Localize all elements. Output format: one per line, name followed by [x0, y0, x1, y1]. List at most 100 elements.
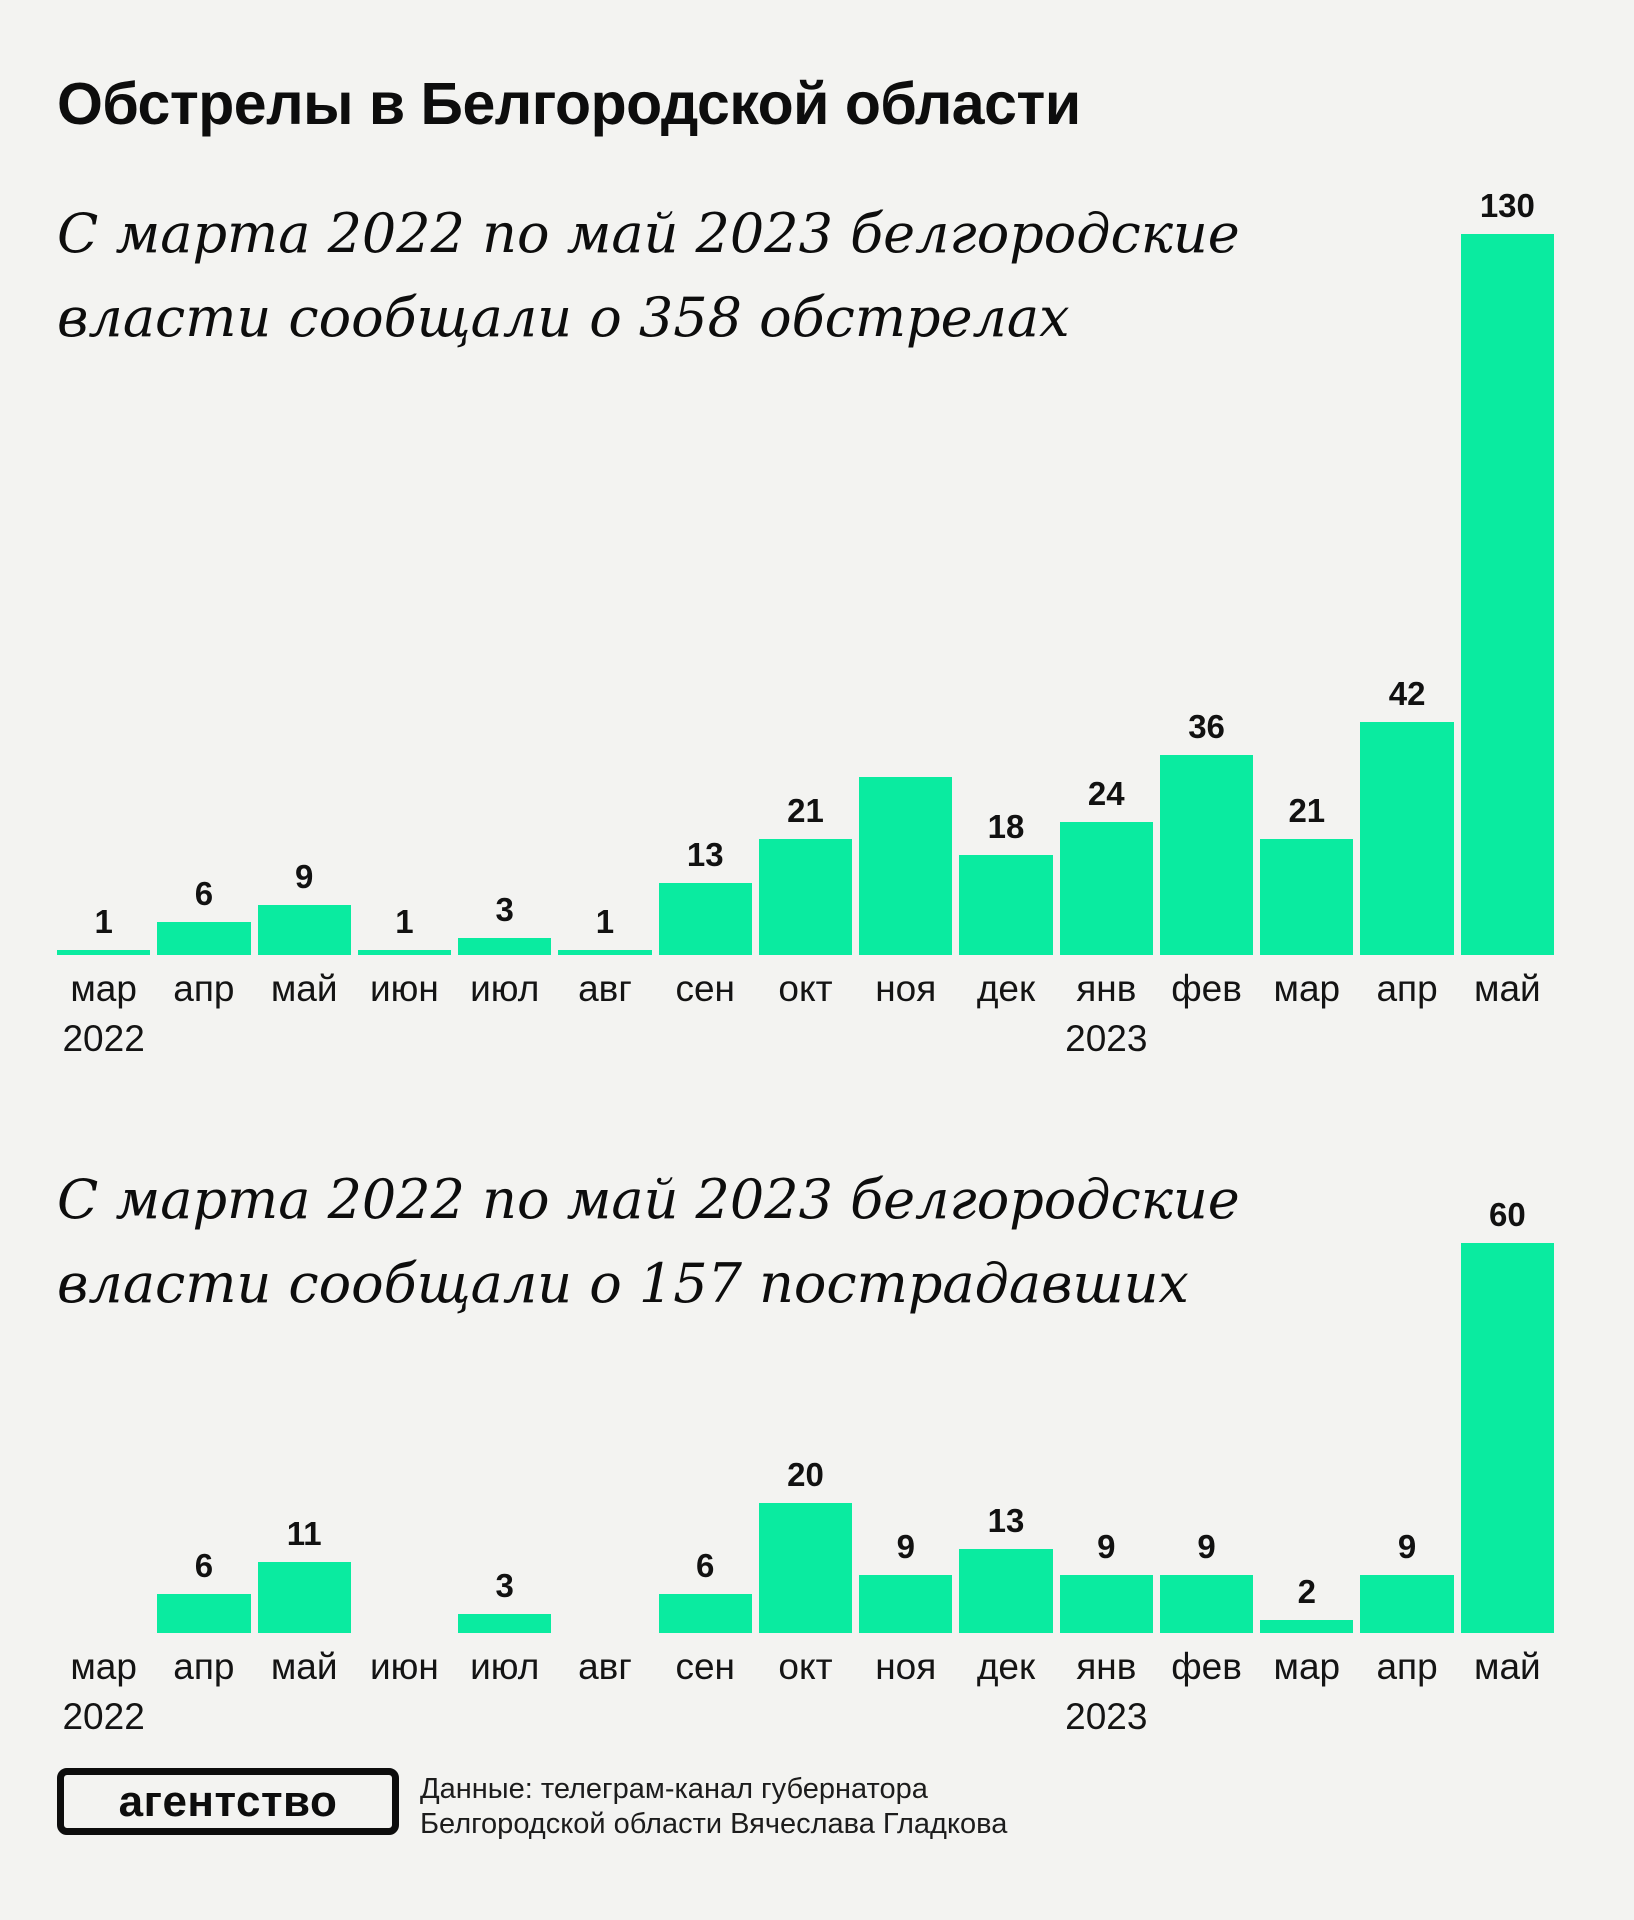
injured-chart-subtitle: С марта 2022 по май 2023 белгородские вла…	[57, 1158, 1240, 1326]
month-cell: янв 2023	[1060, 1646, 1153, 1738]
month-cell: ноя	[859, 968, 952, 1060]
bar-value-label: 9	[294, 858, 314, 896]
month-cell: июн	[358, 968, 451, 1060]
bar	[357, 949, 452, 955]
bar	[658, 882, 752, 955]
month-cell: мар	[1260, 968, 1353, 1060]
bar-value-label: 6	[194, 1547, 214, 1584]
month-cell: фев	[1160, 968, 1253, 1060]
bar-value-label: 9	[1097, 1527, 1116, 1565]
month-label: янв	[1076, 968, 1137, 1009]
logo-text: агентство	[118, 1776, 338, 1826]
month-label: июн	[370, 1646, 439, 1687]
month-label: фев	[1171, 1646, 1242, 1687]
bar-column: 20	[758, 1456, 853, 1633]
bar	[1360, 1574, 1454, 1633]
month-cell: май	[258, 1646, 351, 1738]
bar-value-label: 11	[286, 1514, 322, 1552]
month-label: апр	[173, 1646, 235, 1687]
month-cell: окт	[759, 1646, 852, 1738]
bar	[257, 1561, 351, 1633]
month-cell: мар	[1260, 1646, 1353, 1738]
month-label: мар	[70, 1646, 137, 1687]
bar	[257, 905, 351, 955]
bar-column	[358, 1624, 451, 1633]
bar	[1260, 838, 1354, 955]
month-label: окт	[778, 1646, 833, 1687]
month-label: окт	[778, 968, 833, 1009]
bar-value-label: 9	[1197, 1527, 1216, 1565]
subtitle-line-1: С марта 2022 по май 2023 белгородские	[57, 202, 1240, 265]
bar-column: 6	[157, 1547, 251, 1633]
month-cell: апр	[157, 1646, 250, 1738]
year-label: 2022	[62, 1696, 145, 1737]
month-cell: дек	[959, 1646, 1052, 1738]
month-label: ноя	[875, 968, 937, 1009]
page-title: Обстрелы в Белгородской области	[57, 71, 1081, 137]
bar-column	[558, 1624, 651, 1633]
bar	[1260, 1620, 1354, 1633]
subtitle-line-2: власти сообщали о 157 пострадавших	[57, 1252, 1189, 1315]
month-cell: май	[1461, 1646, 1554, 1738]
bar	[157, 921, 251, 955]
bar-value-label: 130	[1479, 186, 1535, 224]
month-label: авг	[578, 968, 632, 1009]
month-label: май	[1474, 968, 1541, 1009]
bar-column: 130	[1460, 186, 1554, 955]
month-cell: окт	[759, 968, 852, 1060]
bar-column: 18	[959, 808, 1053, 955]
month-label: апр	[1376, 1646, 1438, 1687]
month-label: дек	[976, 1646, 1036, 1687]
month-label: мар	[70, 968, 137, 1009]
month-cell: авг	[558, 968, 651, 1060]
bar-value-label: 18	[987, 808, 1025, 846]
bar	[1360, 721, 1454, 955]
month-label: апр	[173, 968, 235, 1009]
bar-column: 9	[1360, 1527, 1454, 1633]
bar-value-label: 3	[495, 1566, 514, 1604]
bar	[558, 949, 652, 955]
bar-column: 24	[1059, 774, 1153, 955]
shellings-chart-x-axis: мар 2022 апр май июн июл авг сен окт ноя дек янв 202…	[57, 968, 1554, 1060]
data-source-note: Данные: телеграм-канал губернатора Белгор…	[420, 1772, 1007, 1842]
month-cell: май	[258, 968, 351, 1060]
bar-value-label: 21	[1288, 791, 1326, 829]
month-label: авг	[578, 1646, 632, 1687]
shellings-chart-subtitle: С марта 2022 по май 2023 белгородские вла…	[57, 192, 1240, 360]
bar	[1460, 1243, 1554, 1633]
agentstvo-logo: агентство	[57, 1768, 399, 1835]
month-label: янв	[1076, 1646, 1137, 1687]
year-label: 2023	[1065, 1018, 1148, 1059]
shellings-bar-chart: 1 6 9 1 3 1 13 21 18 24 36 21 42 130	[57, 186, 1554, 955]
bar-value-label: 3	[495, 891, 514, 929]
bar-value-label: 2	[1297, 1573, 1316, 1610]
bar	[1159, 755, 1254, 955]
month-cell: мар 2022	[57, 968, 150, 1060]
bar-value-label: 42	[1388, 674, 1426, 712]
bar-value-label: 1	[94, 902, 113, 940]
bar	[458, 938, 552, 955]
bar-column	[57, 1624, 150, 1633]
month-label: сен	[675, 968, 735, 1009]
month-cell: май	[1461, 968, 1554, 1060]
bar	[959, 855, 1053, 955]
bar	[1059, 821, 1153, 955]
bar	[658, 1594, 752, 1633]
bar-column: 42	[1360, 674, 1454, 955]
bar	[157, 1594, 251, 1633]
injured-chart-x-axis: мар 2022 апр май июн июл авг сен окт ноя дек янв 202…	[57, 1646, 1554, 1738]
bar-value-label: 24	[1087, 774, 1125, 812]
month-label: дек	[976, 968, 1036, 1009]
month-label: сен	[675, 1646, 735, 1687]
bar	[758, 1503, 853, 1633]
month-label: мар	[1273, 968, 1341, 1009]
bar-value-label: 9	[1397, 1527, 1417, 1565]
bar-column: 9	[859, 1528, 953, 1633]
month-label: июл	[470, 968, 540, 1009]
year-label: 2022	[62, 1018, 145, 1059]
year-label: 2023	[1065, 1696, 1148, 1737]
month-label: май	[1474, 1646, 1541, 1687]
bar-column: 9	[257, 858, 351, 955]
month-cell: июн	[358, 1646, 451, 1738]
bar-column	[859, 768, 953, 955]
